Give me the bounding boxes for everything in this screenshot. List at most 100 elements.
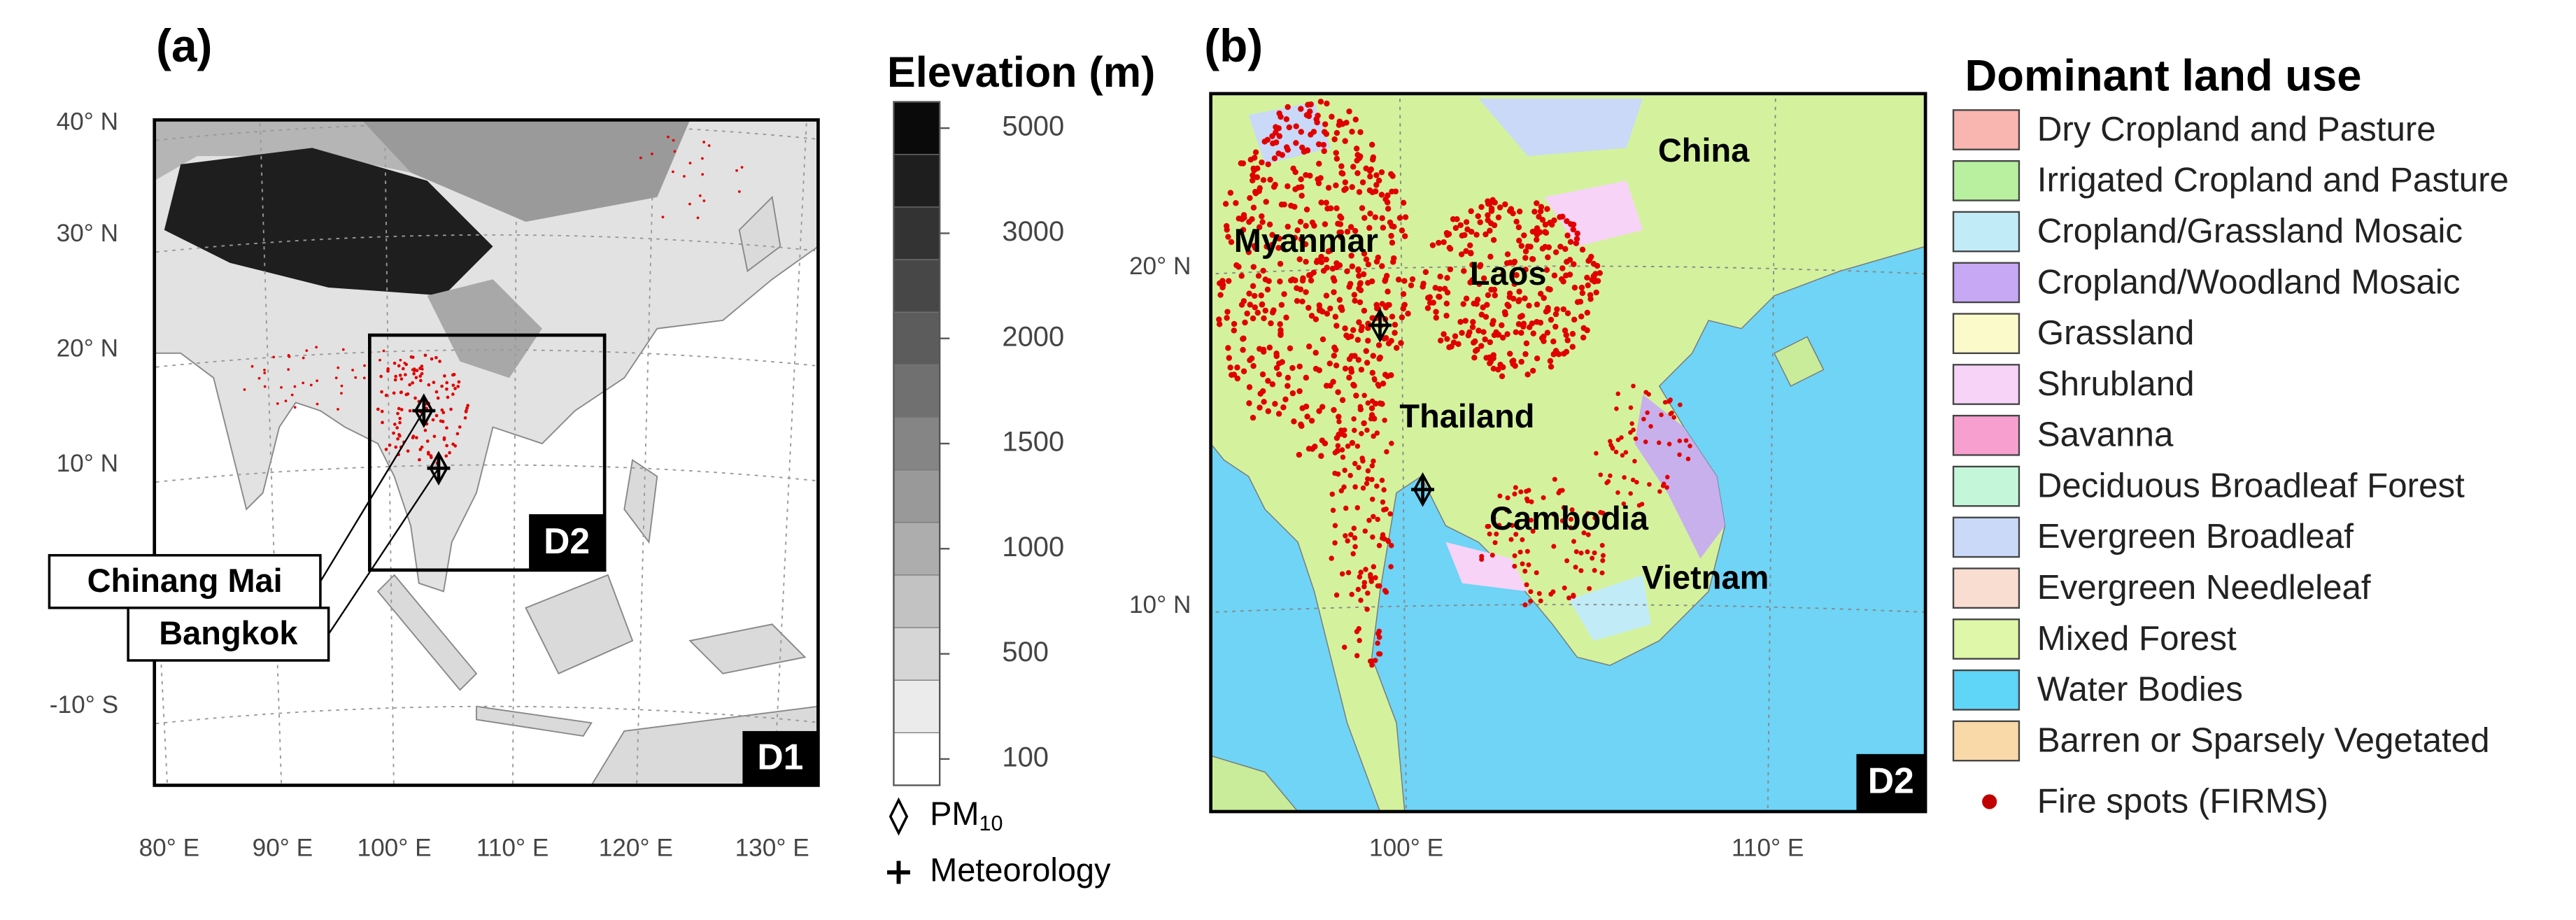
legend-title: Dominant land use <box>1965 51 2361 100</box>
fire-spot <box>1240 298 1247 304</box>
fire-spot <box>1240 335 1247 341</box>
fire-spot <box>1298 421 1304 427</box>
fire-spot <box>1474 346 1480 353</box>
fire-spot <box>1335 471 1341 477</box>
fire-spot <box>1310 269 1317 276</box>
fire-spot <box>1444 289 1451 296</box>
legend-swatch <box>1952 160 2021 201</box>
fire-spot <box>1304 147 1311 154</box>
fire-spot <box>1370 154 1377 161</box>
fire-spot <box>302 356 305 360</box>
lon-label: 100° E <box>1369 834 1443 861</box>
fire-spot <box>1342 325 1348 332</box>
fire-spot <box>1368 416 1374 422</box>
legend-swatch <box>1952 211 2021 253</box>
fire-spot <box>672 139 675 142</box>
fire-spot <box>1336 418 1342 425</box>
fire-spot <box>1557 488 1563 493</box>
fire-spot <box>1341 644 1347 650</box>
fire-spot <box>1324 311 1331 317</box>
fire-spot <box>1315 180 1322 187</box>
fire-spot <box>1550 338 1557 345</box>
fire-spot <box>1571 316 1578 323</box>
fire-spot <box>406 449 410 453</box>
legend-subscript: 10 <box>979 812 1003 835</box>
fire-spot <box>1496 523 1502 528</box>
fire-spot <box>1327 248 1333 254</box>
fire-spot <box>1443 313 1450 319</box>
fire-spot <box>1599 570 1605 576</box>
fire-spot <box>1323 292 1330 299</box>
fire-spot <box>1487 253 1494 260</box>
fire-spot <box>1522 255 1529 261</box>
fire-spot <box>1362 528 1368 534</box>
lon-label: 110° E <box>476 834 549 861</box>
fire-spot <box>1305 113 1312 120</box>
fire-spot <box>1293 140 1299 146</box>
fire-spot <box>1264 286 1271 293</box>
fire-spot <box>1522 248 1529 255</box>
lat-label: 10° N <box>57 450 118 477</box>
fire-spot <box>1541 495 1546 500</box>
fire-spot <box>429 454 433 458</box>
fire-spot <box>1291 204 1298 210</box>
fire-spot <box>1352 227 1359 234</box>
fire-spot <box>1557 243 1564 250</box>
fire-spot <box>1224 227 1230 233</box>
lat-label: 20° N <box>57 334 118 362</box>
fire-spot <box>1305 446 1312 452</box>
fire-spot <box>1372 214 1379 220</box>
fire-spot <box>1513 329 1519 336</box>
legend-label: Irrigated Cropland and Pasture <box>2037 161 2509 199</box>
fire-spot <box>1579 246 1586 253</box>
legend-label: Cropland/Grassland Mosaic <box>2037 211 2463 250</box>
fire-spot <box>1319 404 1326 410</box>
fire-spot <box>1537 290 1544 297</box>
fire-spot <box>1491 516 1496 521</box>
fire-spot <box>1446 344 1452 351</box>
fire-spot <box>1285 104 1291 111</box>
fire-spot <box>1628 405 1634 410</box>
fire-spot <box>1242 319 1248 326</box>
fire-spot <box>1543 267 1550 274</box>
fire-spot <box>1303 403 1310 410</box>
fire-spot <box>1598 472 1604 477</box>
fire-spot <box>1512 563 1517 569</box>
fire-spot <box>1524 371 1531 378</box>
fire-spot <box>420 445 424 449</box>
fire-spot <box>1352 535 1358 541</box>
fire-spot <box>1373 305 1380 311</box>
fire-spot <box>1678 402 1683 407</box>
fire-spot <box>1288 277 1294 284</box>
fire-spot <box>1495 332 1502 338</box>
fire-spot <box>1263 199 1269 205</box>
graticule <box>1399 93 1407 812</box>
fire-spot <box>1338 488 1345 494</box>
fire-spot <box>1463 248 1469 255</box>
fire-spot <box>1510 210 1516 217</box>
domain-label: D2 <box>544 521 590 561</box>
fire-spot <box>1370 353 1376 359</box>
fire-spot <box>1578 313 1585 320</box>
fire-spot <box>1273 353 1280 360</box>
fire-spot <box>1522 568 1528 574</box>
fire-spot <box>688 162 692 164</box>
fire-spot <box>1457 222 1464 229</box>
graticule <box>1210 265 1926 275</box>
fire-spot <box>1224 309 1231 315</box>
fire-spot <box>1499 271 1506 278</box>
fire-spot <box>1518 489 1524 495</box>
fire-spot <box>1420 281 1427 287</box>
fire-spot <box>1291 418 1297 425</box>
fire-spot <box>1354 152 1361 158</box>
fire-spot <box>1246 219 1252 225</box>
fire-spot <box>1238 273 1245 279</box>
fire-spot <box>702 141 706 143</box>
fire-spot <box>1548 316 1555 323</box>
fire-spot <box>1299 277 1306 284</box>
fire-spot <box>1369 462 1375 469</box>
fire-spot <box>453 444 458 448</box>
fire-spot <box>1471 354 1478 361</box>
fire-spot <box>337 408 339 411</box>
fire-spot <box>1580 325 1587 332</box>
